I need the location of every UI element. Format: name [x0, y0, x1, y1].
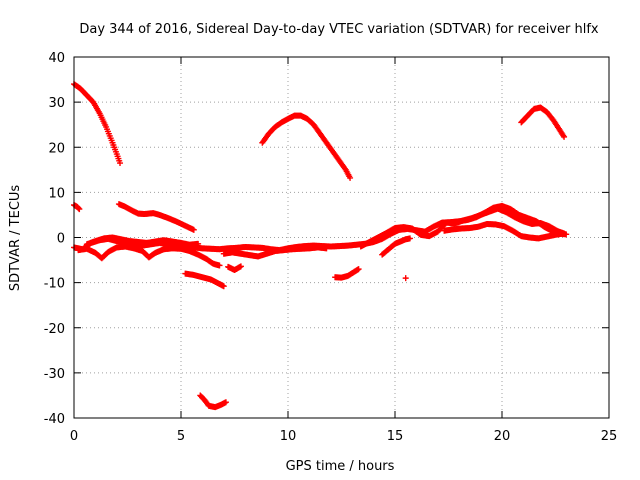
data-point — [190, 226, 197, 233]
data-point — [195, 240, 202, 247]
x-tick-label: 20 — [494, 429, 511, 444]
y-tick-label: 30 — [48, 96, 65, 111]
data-point — [561, 133, 568, 140]
data-point — [402, 275, 409, 282]
data-point — [216, 262, 223, 269]
y-axis-label: SDTVAR / TECUs — [8, 185, 23, 292]
data-point — [76, 206, 83, 213]
x-tick-label: 0 — [70, 429, 78, 444]
y-tick-label: 20 — [48, 141, 65, 156]
y-tick-label: -10 — [44, 277, 65, 292]
data-points — [71, 81, 570, 411]
y-tick-label: 40 — [48, 51, 65, 66]
series-arc-dip-0600 — [182, 270, 227, 290]
data-point — [220, 283, 227, 290]
axis-ticks: 0 5 10 15 20 25 -40 -30 -20 -10 0 10 20 30 40 — [44, 51, 618, 444]
series-arc-morning — [115, 201, 197, 233]
y-tick-label: 10 — [48, 186, 65, 201]
series-band-upper — [83, 234, 202, 248]
data-point — [323, 245, 330, 252]
series-band-mid-lower — [220, 244, 330, 260]
series-band-afternoon — [357, 205, 568, 250]
data-point — [75, 205, 82, 212]
data-point — [237, 263, 244, 270]
x-tick-label: 15 — [387, 429, 404, 444]
x-tick-label: 10 — [280, 429, 297, 444]
series-dip-1400 — [379, 235, 413, 258]
series-band-lower-right — [441, 220, 568, 242]
x-tick-label: 5 — [177, 429, 185, 444]
data-point — [561, 230, 568, 237]
series-arc-deep-0600 — [197, 392, 229, 411]
data-point — [355, 266, 362, 273]
chart-title: Day 344 of 2016, Sidereal Day-to-day VTE… — [79, 22, 599, 37]
y-tick-label: -40 — [44, 412, 65, 427]
data-point — [406, 235, 413, 242]
series-point-1530 — [402, 275, 409, 282]
x-axis-label: GPS time / hours — [286, 459, 395, 474]
series-arc-noon-high — [259, 112, 354, 181]
y-tick-label: -20 — [44, 322, 65, 337]
data-point — [222, 399, 229, 406]
y-tick-label: -30 — [44, 367, 65, 382]
series-band-lower — [75, 243, 223, 269]
series-arc-late-high — [518, 104, 568, 140]
series-arc-dip-1230 — [332, 266, 362, 281]
y-tick-label: 0 — [57, 232, 65, 247]
series-arc-dip-0730 — [225, 263, 244, 273]
data-point — [347, 174, 354, 181]
data-point — [117, 160, 124, 167]
x-tick-label: 25 — [601, 429, 618, 444]
